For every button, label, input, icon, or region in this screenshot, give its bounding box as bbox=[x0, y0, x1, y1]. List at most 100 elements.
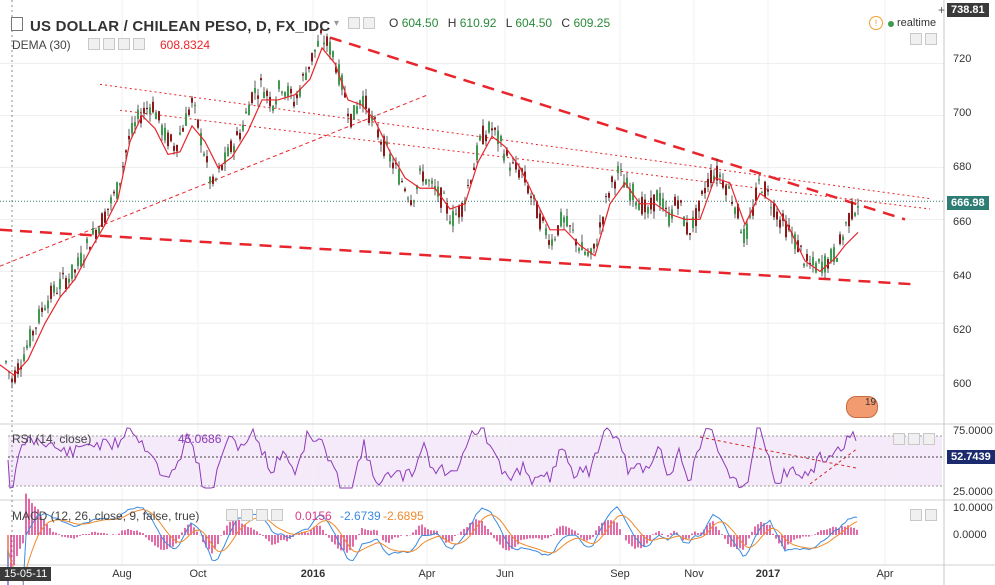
candle-body bbox=[848, 213, 850, 227]
candle-body bbox=[311, 52, 313, 62]
candle-body bbox=[854, 212, 856, 216]
candle-body bbox=[539, 213, 541, 230]
close-icon[interactable] bbox=[133, 38, 145, 51]
macd-tick-0: 0.0000 bbox=[953, 529, 987, 541]
candle-body bbox=[173, 145, 175, 151]
candle-body bbox=[470, 180, 472, 184]
candle-body bbox=[131, 123, 133, 134]
candle-body bbox=[575, 239, 577, 246]
candle-body bbox=[800, 245, 802, 247]
title-buttons[interactable] bbox=[348, 17, 378, 30]
last-price-tag: 666.98 bbox=[947, 196, 989, 210]
crosshair-plus-icon[interactable]: + bbox=[938, 3, 946, 17]
candle-body bbox=[59, 278, 61, 290]
candle-body bbox=[425, 179, 427, 185]
candle-body bbox=[644, 199, 646, 213]
candle-body bbox=[221, 165, 223, 170]
candle-body bbox=[155, 112, 157, 120]
candle-body bbox=[701, 190, 703, 195]
candle-body bbox=[230, 140, 232, 152]
candle-body bbox=[365, 95, 367, 110]
dema-buttons[interactable] bbox=[88, 38, 148, 51]
eye-icon[interactable] bbox=[226, 509, 238, 522]
y-tick-720: 720 bbox=[953, 53, 972, 65]
candle-body bbox=[716, 165, 718, 181]
candle-body bbox=[29, 329, 31, 347]
settings-icon[interactable] bbox=[363, 17, 375, 30]
rsi-pane-buttons[interactable] bbox=[893, 433, 938, 446]
x-tick-2016: 2016 bbox=[300, 568, 326, 580]
candle-body bbox=[320, 29, 322, 34]
source-icon[interactable] bbox=[118, 38, 130, 51]
candle-body bbox=[839, 234, 841, 244]
candle-body bbox=[647, 207, 649, 214]
x-tick-apr: Apr bbox=[418, 568, 436, 580]
event-badge-icon[interactable] bbox=[846, 396, 878, 418]
candle-body bbox=[200, 132, 202, 146]
candle-body bbox=[272, 105, 274, 111]
candle-body bbox=[65, 278, 67, 290]
macd-buttons[interactable] bbox=[226, 509, 286, 522]
candle-body bbox=[176, 145, 178, 152]
candle-body bbox=[851, 202, 853, 220]
candle-body bbox=[32, 330, 34, 336]
x-tick-start: 15-05-11 bbox=[0, 567, 52, 581]
arrow-up-icon[interactable] bbox=[910, 509, 922, 522]
candle-body bbox=[245, 111, 247, 114]
candle-body bbox=[662, 198, 664, 210]
candle-body bbox=[35, 327, 37, 329]
eye-icon[interactable] bbox=[348, 17, 360, 30]
candle-body bbox=[743, 229, 745, 243]
settings-icon[interactable] bbox=[241, 509, 253, 522]
candle-body bbox=[170, 134, 172, 142]
source-icon[interactable] bbox=[256, 509, 268, 522]
candle-body bbox=[326, 36, 328, 46]
candle-body bbox=[23, 354, 25, 362]
chart-icon[interactable] bbox=[11, 17, 23, 31]
candle-body bbox=[821, 261, 823, 274]
x-tick-sep: Sep bbox=[610, 568, 630, 580]
dema-label: DEMA (30) bbox=[12, 38, 71, 52]
arrow-down-icon[interactable] bbox=[925, 33, 937, 46]
candle-body bbox=[269, 96, 271, 107]
main-pane-buttons[interactable] bbox=[910, 33, 940, 46]
candle-body bbox=[353, 105, 355, 120]
candle-body bbox=[476, 145, 478, 161]
arrow-up-icon[interactable] bbox=[893, 433, 905, 446]
candle-body bbox=[14, 370, 16, 383]
candle-body bbox=[842, 236, 844, 241]
candle-body bbox=[215, 178, 217, 180]
candle-body bbox=[686, 222, 688, 235]
macd-line bbox=[7, 506, 858, 585]
candle-body bbox=[368, 108, 370, 123]
candle-body bbox=[653, 194, 655, 212]
candle-body bbox=[254, 88, 256, 94]
arrow-down-icon[interactable] bbox=[925, 509, 937, 522]
candle-body bbox=[47, 300, 49, 309]
candle-body bbox=[80, 252, 82, 267]
eye-icon[interactable] bbox=[88, 38, 100, 51]
x-tick-jun: Jun bbox=[496, 568, 514, 580]
candle-body bbox=[629, 188, 631, 201]
chart-title: US DOLLAR / CHILEAN PESO, D, FX_IDC bbox=[30, 18, 331, 35]
close-icon[interactable] bbox=[271, 509, 283, 522]
alert-icon[interactable]: ! bbox=[869, 16, 883, 30]
candle-body bbox=[224, 152, 226, 164]
candle-body bbox=[512, 162, 514, 164]
arrow-down-icon[interactable] bbox=[908, 433, 920, 446]
maximize-icon[interactable] bbox=[923, 433, 935, 446]
candle-body bbox=[563, 217, 565, 223]
rsi-line bbox=[7, 427, 857, 489]
candle-body bbox=[281, 91, 283, 94]
arrow-up-icon[interactable] bbox=[910, 33, 922, 46]
symbol-dropdown-icon[interactable]: ▾ bbox=[334, 18, 340, 29]
candle-body bbox=[674, 196, 676, 206]
y-tick-620: 620 bbox=[953, 324, 972, 336]
settings-icon[interactable] bbox=[103, 38, 115, 51]
candle-body bbox=[779, 219, 781, 228]
candle-body bbox=[257, 95, 259, 99]
ohlc-close: 609.25 bbox=[573, 16, 611, 30]
ohlc-close-key: C bbox=[561, 16, 571, 30]
macd-pane-buttons[interactable] bbox=[910, 509, 940, 522]
